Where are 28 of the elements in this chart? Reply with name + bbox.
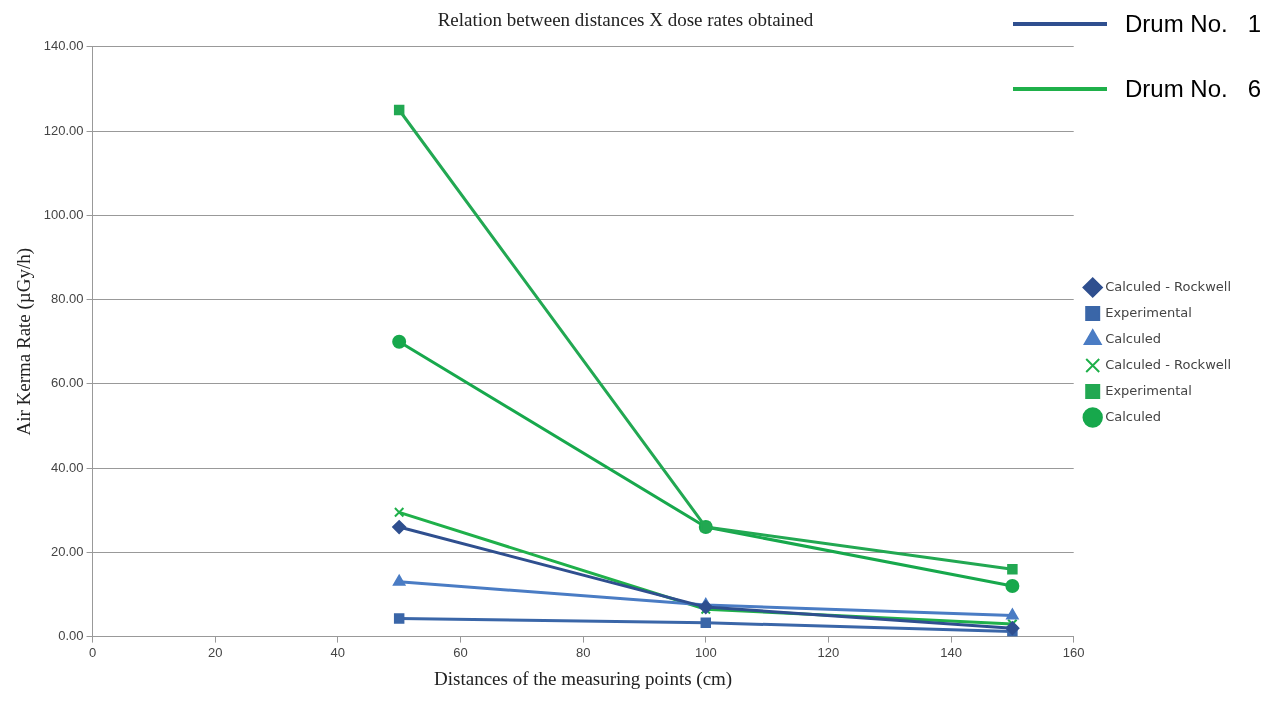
y-tick-label: 80.00 xyxy=(51,291,84,307)
x-axis-title: Distances of the measuring points (cm) xyxy=(434,667,733,690)
x-tick-label: 140 xyxy=(940,644,962,660)
y-tick-label: 20.00 xyxy=(51,543,84,559)
text: Drum No. 1 xyxy=(1124,10,1261,38)
y-tick-label: 0.00 xyxy=(58,628,84,644)
y-tick-label: 140.00 xyxy=(43,38,84,54)
chart-title: Relation between distances X dose rates obtained xyxy=(437,9,814,31)
legend-label: Calculed - Rockwell xyxy=(1105,278,1232,294)
legend-label: Calculed xyxy=(1105,330,1162,346)
x-tick-label: 0 xyxy=(88,644,97,660)
legend-label: Calculed xyxy=(1105,408,1162,424)
y-tick-label: 100.00 xyxy=(43,206,84,222)
x-tick-label: 160 xyxy=(1062,644,1085,660)
y-tick-label: 40.00 xyxy=(51,459,84,475)
x-tick-label: 120 xyxy=(817,644,840,660)
legend-label: Experimental xyxy=(1105,382,1192,398)
x-tick-label: 100 xyxy=(694,644,717,660)
x-tick-label: 80 xyxy=(575,644,591,660)
y-tick-label: 120.00 xyxy=(43,122,84,138)
legend-label: Experimental xyxy=(1105,304,1192,320)
y-tick-label: 60.00 xyxy=(51,375,84,391)
legend-label: Calculed - Rockwell xyxy=(1105,356,1232,372)
x-tick-label: 60 xyxy=(453,644,468,660)
x-tick-label: 40 xyxy=(330,644,346,660)
text: Drum No. 6 xyxy=(1124,75,1261,103)
x-tick-label: 20 xyxy=(207,644,223,660)
y-axis-title: Air Kerma Rate (µGy/h) xyxy=(13,247,36,436)
